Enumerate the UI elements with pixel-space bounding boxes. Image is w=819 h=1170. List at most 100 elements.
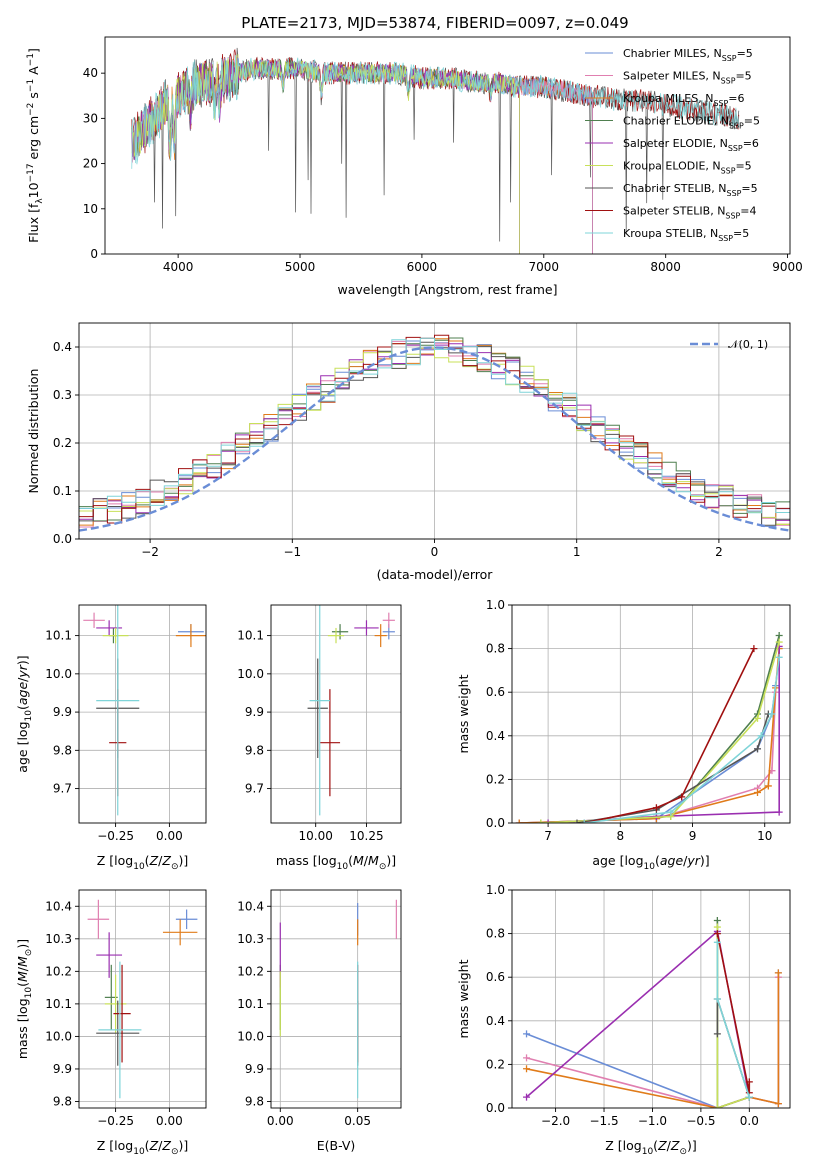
y-tick-label: 0.8 (486, 642, 505, 656)
x-axis-label: E(B-V) (317, 1138, 356, 1153)
y-tick-label: 9.9 (53, 1062, 72, 1076)
series-point (774, 969, 782, 977)
axes-frame (104, 36, 791, 255)
y-tick-label: 10.0 (45, 667, 72, 681)
axes-frame (78, 889, 207, 1109)
spectrum-line-kroupa-stelib (131, 55, 740, 169)
series-point (764, 782, 772, 790)
x-tick-label: 9 (689, 829, 697, 843)
series-point (523, 1054, 531, 1062)
y-tick-label: 40 (83, 66, 98, 80)
plot-area-massweight-vs-age (515, 632, 783, 823)
y-tick-label: 10.1 (45, 629, 72, 643)
series-point (580, 819, 588, 823)
y-tick-label: 0.4 (486, 729, 505, 743)
y-tick-label: 10.4 (237, 899, 264, 913)
x-axis-label: age [log10(age/yr)] (592, 853, 709, 872)
x-tick-label: 9000 (772, 260, 803, 274)
series-point (652, 804, 660, 812)
x-tick-label: 0.05 (344, 1114, 371, 1128)
y-tick-label: 10.0 (237, 1029, 264, 1043)
series-point (544, 819, 552, 823)
errorbar-salpeter-elodie (96, 932, 123, 978)
legend-entry: Salpeter MILES, NSSP=5 (623, 70, 752, 86)
errorbar-chabrier-stelib (96, 1000, 140, 1066)
y-tick-label: 9.7 (245, 782, 264, 796)
series-line (525, 929, 751, 1098)
y-tick-label: 10.1 (237, 997, 264, 1011)
y-tick-label: 10.0 (45, 1029, 72, 1043)
panel-mass-vs-EBV: 0.00 0.05 9.8 9.9 10.0 10.1 10.2 10.3 10.4 E(B-V) (237, 889, 402, 1153)
series-line (584, 648, 755, 823)
y-tick-label: 0.6 (486, 685, 505, 699)
legend-entry: Kroupa ELODIE, NSSP=5 (623, 160, 752, 176)
axes-frame (270, 889, 402, 1109)
panel-massweight-vs-Z: −2.0 −1.5 −1.0 −0.5 0.0 0.0 0.2 0.4 0.6 0.8 1.0 Z [… (456, 883, 791, 1157)
legend-entry: Chabrier ELODIE, NSSP=5 (623, 115, 760, 131)
plot-area-residuals (79, 334, 790, 532)
series-salpeter-miles (515, 688, 780, 823)
series-point (713, 938, 721, 946)
series-point (768, 710, 776, 718)
series-point (573, 819, 581, 823)
x-tick-label: −2.0 (541, 1114, 570, 1128)
legend-entry: Salpeter STELIB, NSSP=4 (623, 205, 756, 221)
legend-entry: Chabrier MILES, NSSP=5 (623, 47, 753, 63)
x-tick-label: 6000 (407, 260, 438, 274)
y-axis-label: mass weight (456, 674, 471, 753)
y-tick-label: 1.0 (486, 883, 505, 897)
x-tick-label: −1.0 (638, 1114, 667, 1128)
legend-entry: Salpeter ELODIE, NSSP=6 (623, 137, 759, 153)
x-tick-label: 4000 (163, 260, 194, 274)
errorbar-salpeter-miles (83, 612, 105, 628)
series-point (515, 819, 523, 823)
x-tick-label: 1 (573, 545, 581, 559)
series-salpeter-elodie (544, 642, 783, 823)
y-tick-label: 9.8 (245, 1094, 264, 1108)
series-chabrier-stelib (573, 710, 772, 823)
x-axis-label: Z [log10(Z/Z⊙)] (97, 853, 189, 872)
panel-massweight-vs-age: 7 8 9 10 0.0 0.2 0.4 0.6 0.8 1.0 age [log10(age/yr… (456, 598, 791, 872)
y-tick-label: 9.9 (245, 705, 264, 719)
y-tick-label: 10.1 (45, 997, 72, 1011)
errorbar-kroupa-miles (162, 919, 198, 946)
series-line (540, 635, 780, 823)
figure-title: PLATE=2173, MJD=53874, FIBERID=0097, z=0… (241, 14, 628, 32)
series-point (775, 638, 783, 646)
y-tick-label: 30 (83, 111, 98, 125)
panel-age-vs-mass: 10.00 10.25 9.7 9.8 9.9 10.0 10.1 mass [log10(M… (237, 604, 402, 872)
plot-area-spectrum (131, 47, 740, 254)
x-tick-label: 7000 (529, 260, 560, 274)
y-tick-label: 0.0 (486, 816, 505, 830)
errorbar-salpeter-miles (382, 612, 395, 628)
y-tick-label: 0.2 (53, 436, 72, 450)
x-axis-label: Z [log10(Z/Z⊙)] (605, 1138, 697, 1157)
plot-area-massweight-vs-Z (523, 917, 782, 1108)
x-axis-label: Z [log10(Z/Z⊙)] (97, 1138, 189, 1157)
histogram-kroupa-elodie (79, 347, 790, 525)
x-tick-label: 5000 (285, 260, 316, 274)
y-tick-label: 0.3 (53, 388, 72, 402)
histogram-kroupa-stelib (79, 337, 790, 514)
x-tick-label: −1.5 (589, 1114, 618, 1128)
y-tick-label: 0.8 (486, 927, 505, 941)
series-point (713, 930, 721, 938)
x-tick-label: −0.25 (97, 829, 134, 843)
series-point (745, 1093, 753, 1101)
y-tick-label: 1.0 (486, 598, 505, 612)
errorbar-kroupa-stelib (309, 605, 330, 816)
x-tick-label: −1 (283, 545, 301, 559)
series-point (757, 732, 765, 740)
errorbar-chabrier-stelib (307, 658, 328, 758)
x-tick-label: 0.00 (156, 1114, 183, 1128)
series-point (774, 1100, 782, 1108)
y-tick-label: 9.8 (53, 1094, 72, 1108)
spectrum-legend: Chabrier MILES, NSSP=5 Salpeter MILES, NS… (585, 47, 760, 243)
y-tick-label: 9.9 (53, 705, 72, 719)
plot-area-mass-vs-Z (87, 899, 198, 1099)
x-axis-label: (data-model)/error (377, 567, 494, 582)
axes-frame (511, 889, 791, 1109)
errorbar-kroupa-elodie (327, 627, 345, 644)
series-point (754, 788, 762, 796)
